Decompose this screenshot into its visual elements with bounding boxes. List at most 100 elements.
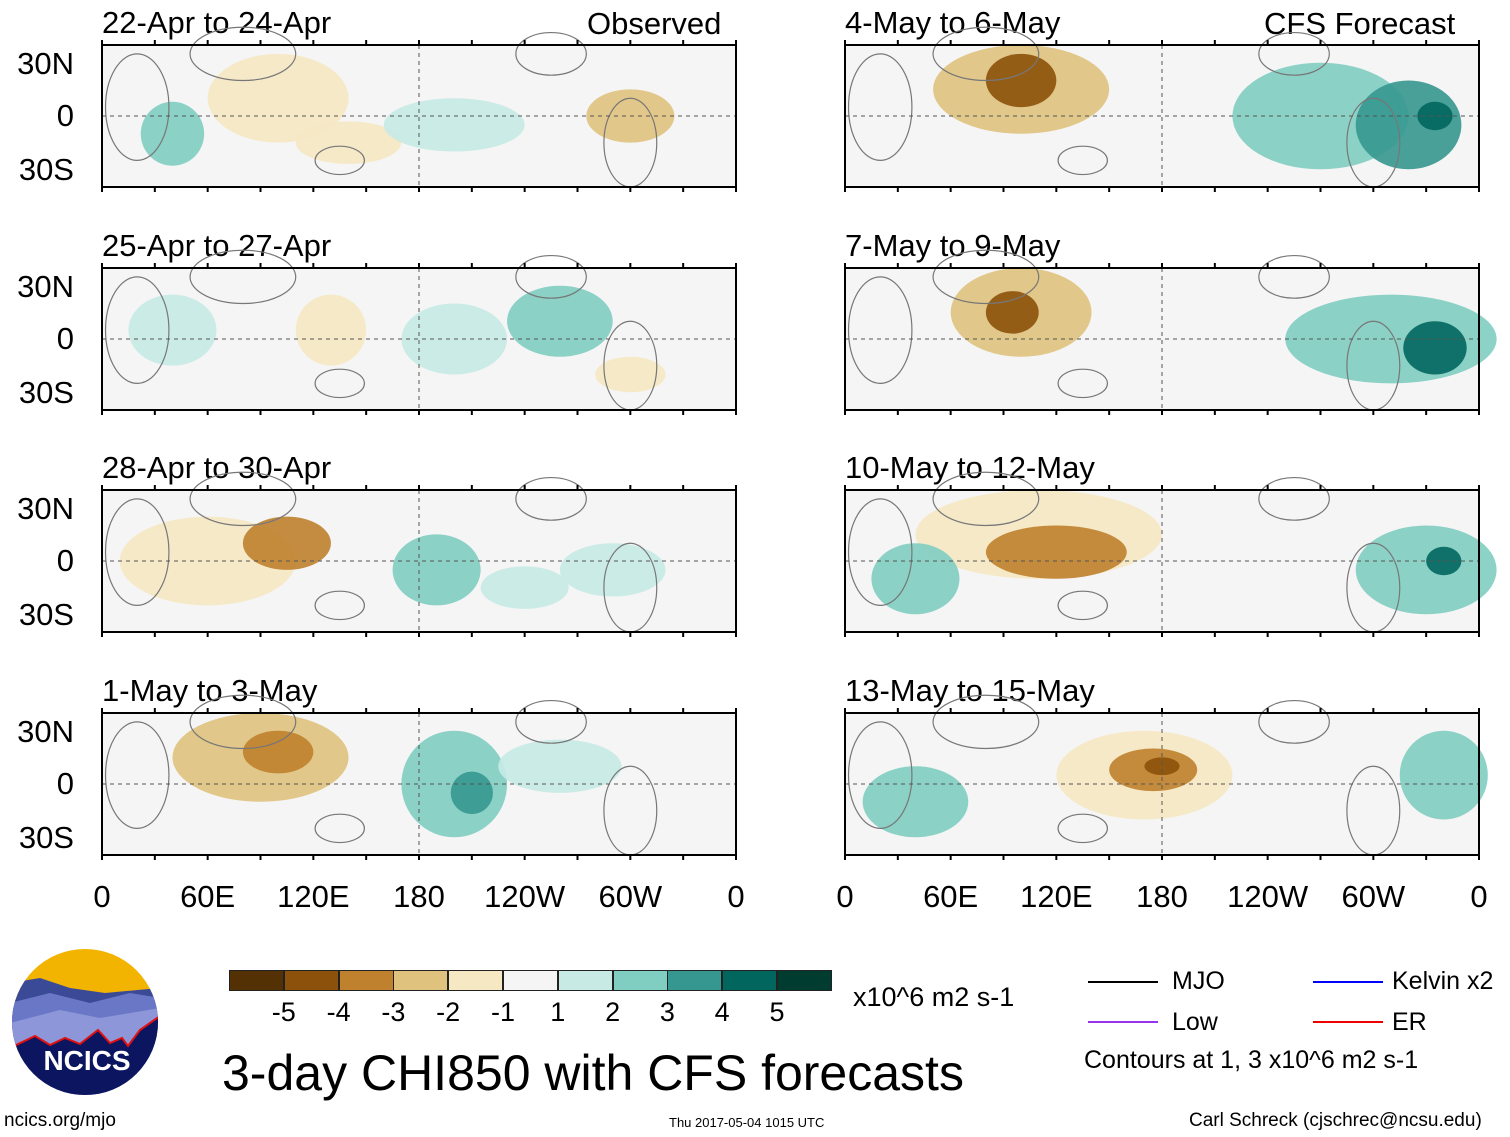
anomaly-shading [862, 766, 969, 838]
anomaly-shading [295, 294, 367, 366]
map-panel [101, 249, 737, 415]
lon-label: 0 [93, 879, 111, 914]
kelvin-line [1313, 981, 1383, 983]
lon-label: 120E [277, 879, 350, 914]
anomaly-shading [207, 53, 349, 143]
coastline [189, 249, 297, 305]
legend-low: Low [1172, 1008, 1218, 1036]
lon-label: 0 [836, 879, 854, 914]
colorbar-swatch [722, 970, 778, 991]
map-panel [844, 249, 1497, 415]
lon-label: 120W [484, 879, 566, 914]
coastline [189, 26, 297, 82]
coastline [314, 813, 366, 844]
coastline [104, 276, 170, 384]
coastline [189, 694, 297, 750]
anomaly-shading [559, 543, 666, 597]
panel-title: 25-Apr to 27-Apr [102, 228, 332, 263]
lat-label: 30S [18, 375, 74, 410]
coastline [314, 145, 366, 176]
colorbar-label: 2 [605, 997, 621, 1027]
colorbar-swatch [777, 970, 832, 991]
lat-label: 30S [18, 597, 74, 632]
colorbar-label: 1 [550, 997, 566, 1027]
coastline [189, 471, 297, 527]
colorbar-label: -2 [436, 997, 461, 1027]
coastline [104, 498, 170, 606]
coastline [1258, 476, 1330, 521]
colorbar-label: -4 [326, 997, 351, 1027]
coastline [1258, 254, 1330, 299]
anomaly-shading [985, 291, 1039, 334]
anomaly-shading [242, 730, 314, 774]
anomaly-shading [871, 543, 960, 615]
lat-label: 30N [17, 491, 74, 526]
anomaly-shading [128, 294, 217, 366]
colorbar-swatch [229, 970, 284, 991]
colorbar-label: -3 [381, 997, 406, 1027]
coastline [1057, 145, 1109, 176]
map-panel [844, 471, 1497, 637]
lat-label: 30N [17, 714, 74, 749]
colorbar-swatch [448, 970, 504, 991]
footer-credit: Carl Schreck (cjschrec@ncsu.edu) [1189, 1110, 1482, 1131]
lon-label: 120W [1227, 879, 1309, 914]
lon-label: 0 [727, 879, 745, 914]
colorbar-swatch [283, 970, 339, 991]
lat-label: 0 [56, 766, 74, 801]
coastline [932, 694, 1040, 750]
coastline [104, 53, 170, 161]
anomaly-shading [507, 285, 613, 357]
footer-url[interactable]: ncics.org/mjo [4, 1110, 116, 1131]
legend-kelvin: Kelvin x2 [1392, 967, 1494, 995]
anomaly-shading [1426, 546, 1462, 576]
map-panel [101, 471, 737, 637]
anomaly-shading [498, 739, 622, 793]
coastline [314, 368, 366, 399]
colorbar-label: 5 [769, 997, 785, 1027]
colorbar-swatch [667, 970, 723, 991]
lat-label: 0 [56, 543, 74, 578]
anomaly-shading [383, 98, 525, 152]
panel-title: 13-May to 15-May [845, 673, 1095, 708]
lon-label: 180 [1136, 879, 1188, 914]
colorbar-label: -5 [271, 997, 296, 1027]
lat-label: 30S [18, 820, 74, 855]
lat-label: 0 [56, 321, 74, 356]
legend-mjo: MJO [1172, 967, 1225, 995]
coastline [1258, 699, 1330, 744]
colorbar-label: 3 [659, 997, 675, 1027]
coastline [1057, 368, 1109, 399]
anomaly-shading [1403, 321, 1467, 375]
anomaly-shading [242, 516, 331, 570]
coastline [1057, 813, 1109, 844]
coastline [847, 276, 913, 384]
legend-er: ER [1392, 1008, 1427, 1036]
panel-title: 28-Apr to 30-Apr [102, 450, 332, 485]
panel-title: 22-Apr to 24-Apr [102, 5, 332, 40]
lon-label: 60E [180, 879, 236, 914]
forecast-header: CFS Forecast [1264, 6, 1456, 41]
anomaly-shading [1417, 101, 1453, 131]
colorbar-swatch [557, 970, 613, 991]
er-line [1313, 1021, 1383, 1023]
colorbar-swatch [393, 970, 449, 991]
anomaly-shading [595, 356, 666, 393]
coastline [932, 249, 1040, 305]
contour-note: Contours at 1, 3 x10^6 m2 s-1 [1084, 1046, 1419, 1074]
coastline [515, 31, 587, 76]
mjo-line [1088, 981, 1158, 983]
logo-text: NCICS [43, 1045, 130, 1076]
coastline [847, 53, 913, 161]
lon-label: 60W [1341, 879, 1406, 914]
lon-label: 0 [1470, 879, 1488, 914]
anomaly-shading [392, 534, 481, 606]
anomaly-shading [985, 53, 1057, 108]
footer-timestamp: Thu 2017-05-04 1015 UTC [669, 1115, 825, 1130]
map-panel [844, 26, 1480, 192]
lon-label: 180 [393, 879, 445, 914]
colorbar-swatch [503, 970, 558, 991]
coastline [515, 476, 587, 521]
colorbar-swatch [612, 970, 668, 991]
anomaly-shading [1355, 525, 1497, 615]
